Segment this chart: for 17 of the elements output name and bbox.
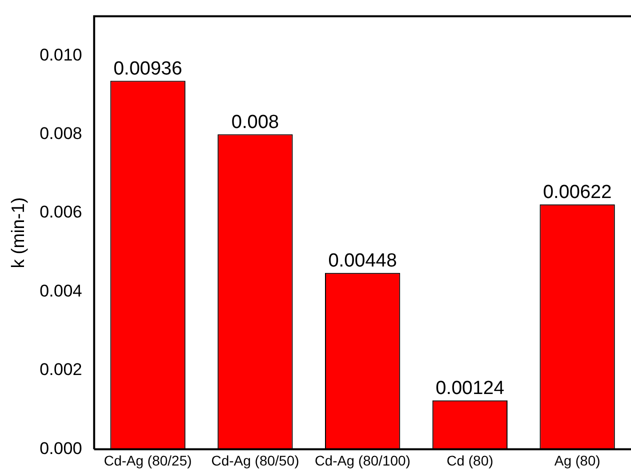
y-tick-label: 0.006 <box>40 202 82 222</box>
y-tick-label: 0.002 <box>40 360 82 380</box>
data-label: 0.00622 <box>542 182 612 204</box>
y-axis-title: k (min-1) <box>8 197 28 268</box>
data-label: 0.00936 <box>113 58 182 80</box>
y-tick-label: 0.010 <box>40 45 82 64</box>
x-tick-label: Ag (80) <box>554 452 600 468</box>
data-label: 0.00124 <box>436 378 505 400</box>
y-tick-label: 0.008 <box>40 124 82 143</box>
x-tick-label: Cd (80) <box>446 452 494 468</box>
y-tick-label: 0.000 <box>40 438 82 458</box>
data-label: 0.00448 <box>328 250 397 272</box>
data-label: 0.008 <box>231 112 279 134</box>
x-tick-label: Cd-Ag (80/50) <box>211 452 300 468</box>
x-tick-label: Cd-Ag (80/100) <box>314 452 410 468</box>
x-tick-label: Cd-Ag (80/25) <box>104 452 192 468</box>
y-tick-label: 0.004 <box>40 281 82 300</box>
